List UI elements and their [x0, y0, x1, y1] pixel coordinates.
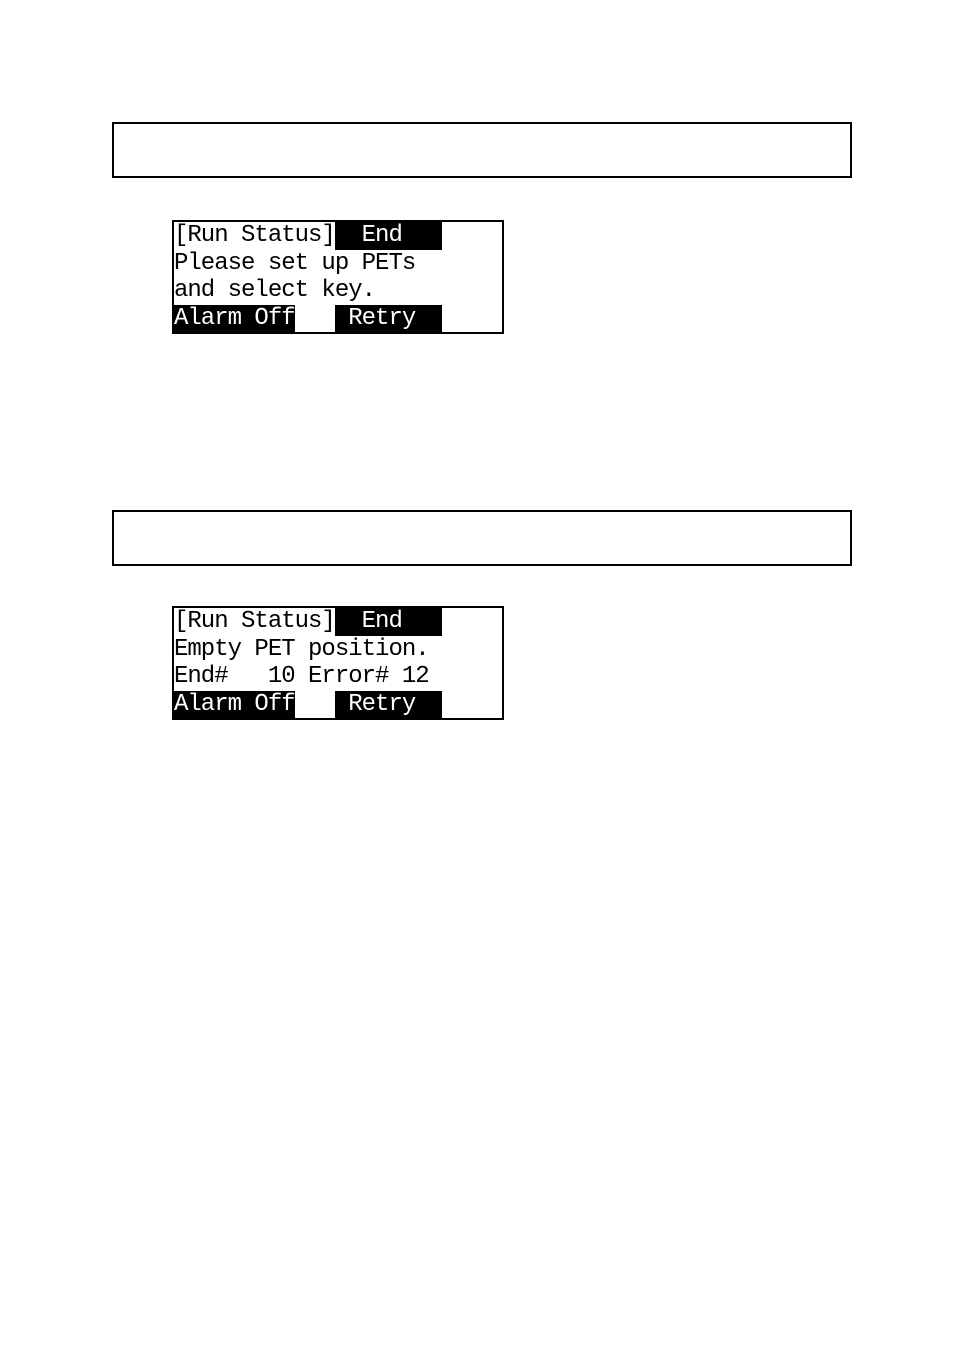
lcd-screen-1: [Run Status] End Please set up PETs and … [172, 220, 504, 334]
lcd2-title: [Run Status] [174, 608, 335, 636]
lcd2-retry-button[interactable]: Retry [335, 691, 442, 719]
lcd2-row3: End# 10 Error# 12 [174, 663, 502, 691]
lcd2-row4: Alarm Off Retry [174, 691, 502, 719]
lcd2-row1: [Run Status] End [174, 608, 502, 636]
lcd2-end-button[interactable]: End [335, 608, 442, 636]
lcd1-title: [Run Status] [174, 222, 335, 250]
lcd1-row3: and select key. [174, 277, 502, 305]
lcd2-status-line: End# 10 Error# 12 [174, 663, 429, 691]
lcd1-end-button[interactable]: End [335, 222, 442, 250]
empty-box-2 [112, 510, 852, 566]
lcd1-message-line2: and select key. [174, 277, 442, 305]
lcd1-row4: Alarm Off Retry [174, 305, 502, 333]
lcd2-alarm-off-button[interactable]: Alarm Off [174, 691, 295, 719]
lcd2-row2: Empty PET position. [174, 636, 502, 664]
lcd2-message-line1: Empty PET position. [174, 636, 442, 664]
lcd1-spacer [295, 305, 335, 333]
lcd2-spacer [295, 691, 335, 719]
empty-box-1 [112, 122, 852, 178]
lcd1-alarm-off-button[interactable]: Alarm Off [174, 305, 295, 333]
lcd1-row1: [Run Status] End [174, 222, 502, 250]
lcd1-row2: Please set up PETs [174, 250, 502, 278]
lcd1-message-line1: Please set up PETs [174, 250, 442, 278]
lcd1-retry-button[interactable]: Retry [335, 305, 442, 333]
lcd-screen-2: [Run Status] End Empty PET position. End… [172, 606, 504, 720]
